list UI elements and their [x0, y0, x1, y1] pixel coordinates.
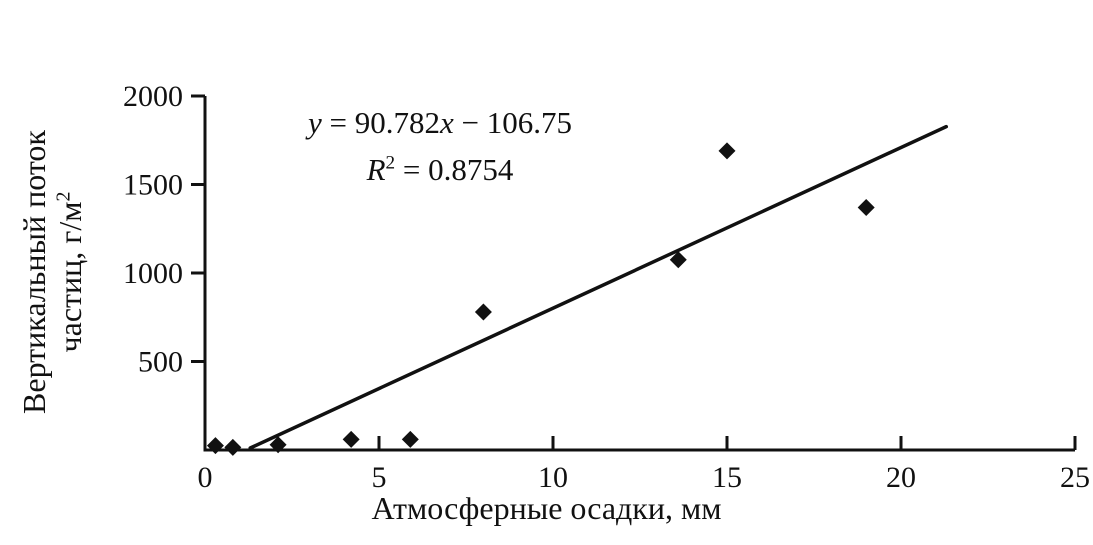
y-axis-title-superscript: 2 [52, 191, 75, 202]
trendline [248, 124, 948, 450]
y-tick-label: 1000 [123, 257, 183, 290]
y-axis-title-line2: частиц, г/м2 [51, 191, 88, 353]
r-squared-value: = 0.8754 [395, 151, 514, 187]
data-point [224, 438, 242, 456]
y-axis-title: Вертикальный поток частиц, г/м2 [16, 87, 89, 457]
r-exponent: 2 [385, 152, 396, 174]
x-tick-label: 25 [1060, 461, 1090, 494]
equation-intercept: − 106.75 [453, 105, 572, 140]
y-tick-label: 1500 [123, 169, 183, 202]
equation-coefficient: = 90.782 [321, 105, 440, 140]
data-point [857, 199, 875, 217]
equation-line: y = 90.782x − 106.75 [245, 100, 635, 147]
data-point [474, 303, 492, 321]
data-point [269, 436, 287, 454]
equation-x-variable: x [440, 105, 454, 140]
equation-y-variable: y [308, 105, 322, 140]
y-tick-label: 2000 [123, 80, 183, 113]
x-tick-label: 15 [712, 461, 742, 494]
data-point [206, 437, 224, 455]
y-axis-title-line1: Вертикальный поток [16, 130, 52, 414]
x-axis-title: Атмосферные осадки, мм [371, 490, 722, 526]
r-symbol: R [366, 151, 386, 187]
x-tick-label: 5 [372, 461, 387, 494]
trendline-equation: y = 90.782x − 106.75 R2 = 0.8754 [245, 100, 635, 193]
y-tick-label: 500 [138, 346, 183, 379]
data-point [669, 251, 687, 269]
x-tick-label: 20 [886, 461, 916, 494]
data-point [342, 430, 360, 448]
data-point [401, 430, 419, 448]
x-tick-label: 0 [198, 461, 213, 494]
x-tick-label: 10 [538, 461, 568, 494]
data-point [718, 142, 736, 160]
r-squared-line: R2 = 0.8754 [245, 147, 635, 194]
